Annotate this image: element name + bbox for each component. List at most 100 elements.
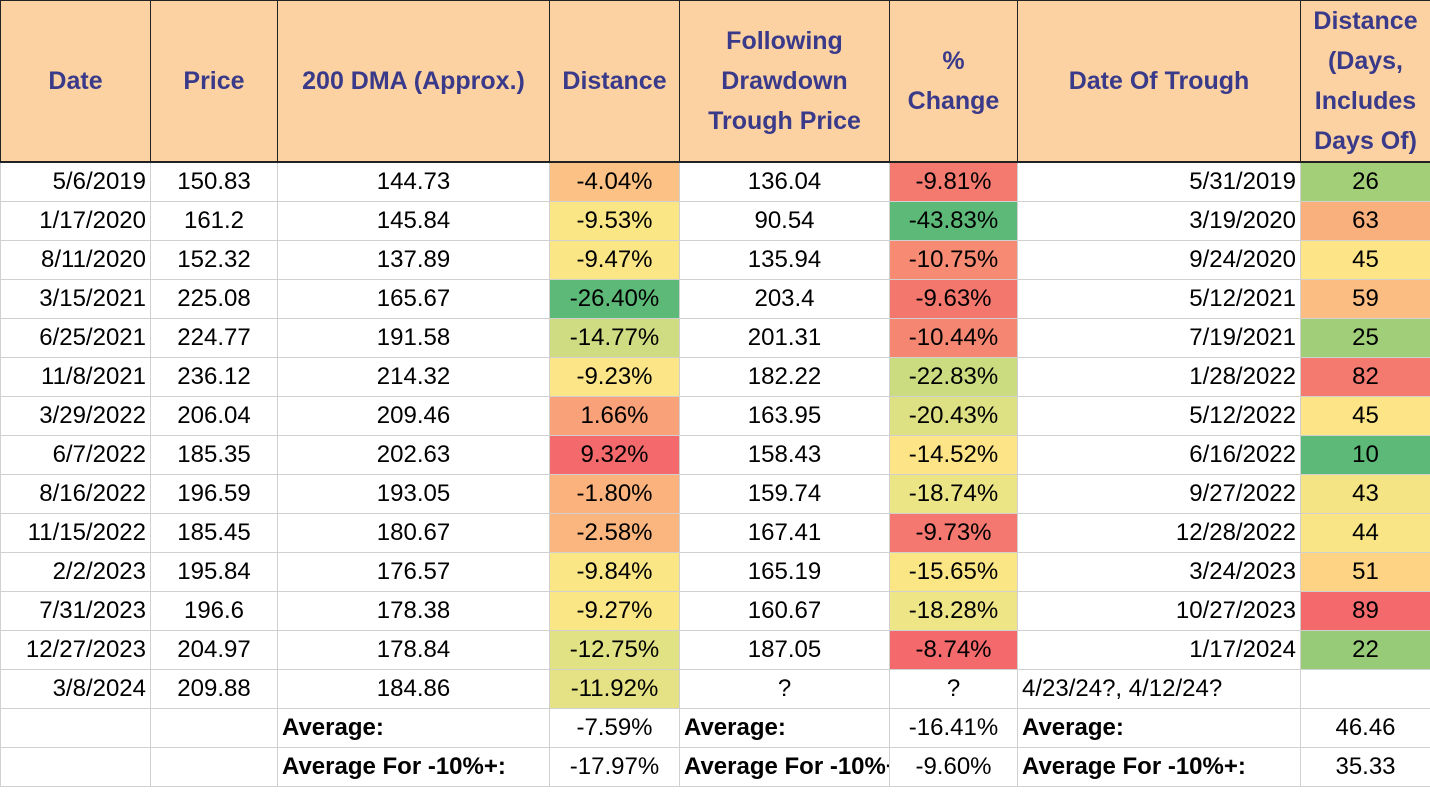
cell-distance[interactable]: -11.92% [549, 668, 680, 709]
cell-distance[interactable]: -1.80% [549, 473, 680, 514]
cell-trough-date[interactable]: 6/16/2022 [1017, 434, 1301, 475]
cell-price[interactable]: 196.59 [150, 473, 278, 514]
cell-pct-change[interactable]: -18.28% [889, 590, 1018, 631]
cell-distance[interactable]: -2.58% [549, 512, 680, 553]
empty-cell[interactable] [0, 746, 151, 787]
cell-pct-change[interactable]: -9.81% [889, 161, 1018, 202]
cell-dma[interactable]: 191.58 [277, 317, 550, 358]
summary-pct-change[interactable]: -16.41% [889, 707, 1018, 748]
cell-trough-price[interactable]: ? [679, 668, 890, 709]
cell-pct-change[interactable]: -18.74% [889, 473, 1018, 514]
empty-cell[interactable] [0, 707, 151, 748]
cell-pct-change[interactable]: -14.52% [889, 434, 1018, 475]
cell-distance[interactable]: -26.40% [549, 278, 680, 319]
cell-price[interactable]: 209.88 [150, 668, 278, 709]
cell-trough-price[interactable]: 201.31 [679, 317, 890, 358]
column-header-distance[interactable]: Distance [549, 0, 680, 163]
cell-dma[interactable]: 180.67 [277, 512, 550, 553]
cell-days[interactable]: 22 [1300, 629, 1430, 670]
column-header-dma[interactable]: 200 DMA (Approx.) [277, 0, 550, 163]
cell-price[interactable]: 185.45 [150, 512, 278, 553]
summary-distance[interactable]: -17.97% [549, 746, 680, 787]
cell-price[interactable]: 204.97 [150, 629, 278, 670]
cell-pct-change[interactable]: -8.74% [889, 629, 1018, 670]
cell-distance[interactable]: -9.47% [549, 239, 680, 280]
cell-dma[interactable]: 165.67 [277, 278, 550, 319]
column-header-trough-date[interactable]: Date Of Trough [1017, 0, 1301, 163]
cell-date[interactable]: 8/11/2020 [0, 239, 151, 280]
cell-trough-price[interactable]: 182.22 [679, 356, 890, 397]
cell-date[interactable]: 7/31/2023 [0, 590, 151, 631]
column-header-date[interactable]: Date [0, 0, 151, 163]
cell-trough-date[interactable]: 12/28/2022 [1017, 512, 1301, 553]
cell-date[interactable]: 11/15/2022 [0, 512, 151, 553]
summary-pct-change[interactable]: -9.60% [889, 746, 1018, 787]
cell-dma[interactable]: 193.05 [277, 473, 550, 514]
cell-trough-date[interactable]: 1/17/2024 [1017, 629, 1301, 670]
cell-days[interactable]: 63 [1300, 200, 1430, 241]
cell-price[interactable]: 224.77 [150, 317, 278, 358]
cell-price[interactable]: 206.04 [150, 395, 278, 436]
summary-dma-label[interactable]: Average For -10%+: [277, 746, 550, 787]
cell-pct-change[interactable]: -43.83% [889, 200, 1018, 241]
cell-trough-date[interactable]: 1/28/2022 [1017, 356, 1301, 397]
cell-distance[interactable]: 1.66% [549, 395, 680, 436]
cell-date[interactable]: 2/2/2023 [0, 551, 151, 592]
cell-trough-price[interactable]: 203.4 [679, 278, 890, 319]
cell-trough-date[interactable]: 3/19/2020 [1017, 200, 1301, 241]
cell-distance[interactable]: -14.77% [549, 317, 680, 358]
cell-dma[interactable]: 144.73 [277, 161, 550, 202]
cell-trough-price[interactable]: 187.05 [679, 629, 890, 670]
cell-pct-change[interactable]: -10.75% [889, 239, 1018, 280]
cell-date[interactable]: 8/16/2022 [0, 473, 151, 514]
cell-pct-change[interactable]: -15.65% [889, 551, 1018, 592]
cell-days[interactable]: 45 [1300, 239, 1430, 280]
summary-dma-label[interactable]: Average: [277, 707, 550, 748]
cell-trough-price[interactable]: 163.95 [679, 395, 890, 436]
cell-price[interactable]: 150.83 [150, 161, 278, 202]
cell-date[interactable]: 3/8/2024 [0, 668, 151, 709]
cell-dma[interactable]: 178.38 [277, 590, 550, 631]
cell-price[interactable]: 185.35 [150, 434, 278, 475]
summary-trough-date-label[interactable]: Average: [1017, 707, 1301, 748]
summary-trough-label[interactable]: Average: [679, 707, 890, 748]
cell-distance[interactable]: -9.27% [549, 590, 680, 631]
cell-trough-price[interactable]: 135.94 [679, 239, 890, 280]
column-header-trough-price[interactable]: Following Drawdown Trough Price [679, 0, 890, 163]
cell-date[interactable]: 1/17/2020 [0, 200, 151, 241]
cell-distance[interactable]: -9.84% [549, 551, 680, 592]
cell-price[interactable]: 161.2 [150, 200, 278, 241]
cell-trough-date[interactable]: 10/27/2023 [1017, 590, 1301, 631]
cell-date[interactable]: 5/6/2019 [0, 161, 151, 202]
cell-pct-change[interactable]: -9.73% [889, 512, 1018, 553]
cell-pct-change[interactable]: -9.63% [889, 278, 1018, 319]
cell-date[interactable]: 6/7/2022 [0, 434, 151, 475]
cell-trough-price[interactable]: 158.43 [679, 434, 890, 475]
cell-dma[interactable]: 178.84 [277, 629, 550, 670]
cell-pct-change[interactable]: -20.43% [889, 395, 1018, 436]
cell-date[interactable]: 6/25/2021 [0, 317, 151, 358]
cell-dma[interactable]: 209.46 [277, 395, 550, 436]
summary-days[interactable]: 46.46 [1300, 707, 1430, 748]
cell-days[interactable]: 44 [1300, 512, 1430, 553]
cell-trough-date[interactable]: 7/19/2021 [1017, 317, 1301, 358]
cell-days[interactable]: 82 [1300, 356, 1430, 397]
cell-days[interactable]: 89 [1300, 590, 1430, 631]
cell-trough-date[interactable]: 4/23/24?, 4/12/24? [1017, 668, 1301, 709]
cell-dma[interactable]: 214.32 [277, 356, 550, 397]
cell-trough-price[interactable]: 90.54 [679, 200, 890, 241]
summary-distance[interactable]: -7.59% [549, 707, 680, 748]
cell-distance[interactable]: -12.75% [549, 629, 680, 670]
cell-distance[interactable]: -9.23% [549, 356, 680, 397]
cell-price[interactable]: 196.6 [150, 590, 278, 631]
cell-days[interactable]: 59 [1300, 278, 1430, 319]
cell-trough-date[interactable]: 9/24/2020 [1017, 239, 1301, 280]
cell-days[interactable]: 51 [1300, 551, 1430, 592]
cell-dma[interactable]: 137.89 [277, 239, 550, 280]
cell-trough-date[interactable]: 5/12/2022 [1017, 395, 1301, 436]
cell-pct-change[interactable]: -22.83% [889, 356, 1018, 397]
cell-date[interactable]: 11/8/2021 [0, 356, 151, 397]
cell-pct-change[interactable]: -10.44% [889, 317, 1018, 358]
cell-trough-date[interactable]: 5/31/2019 [1017, 161, 1301, 202]
cell-trough-price[interactable]: 136.04 [679, 161, 890, 202]
